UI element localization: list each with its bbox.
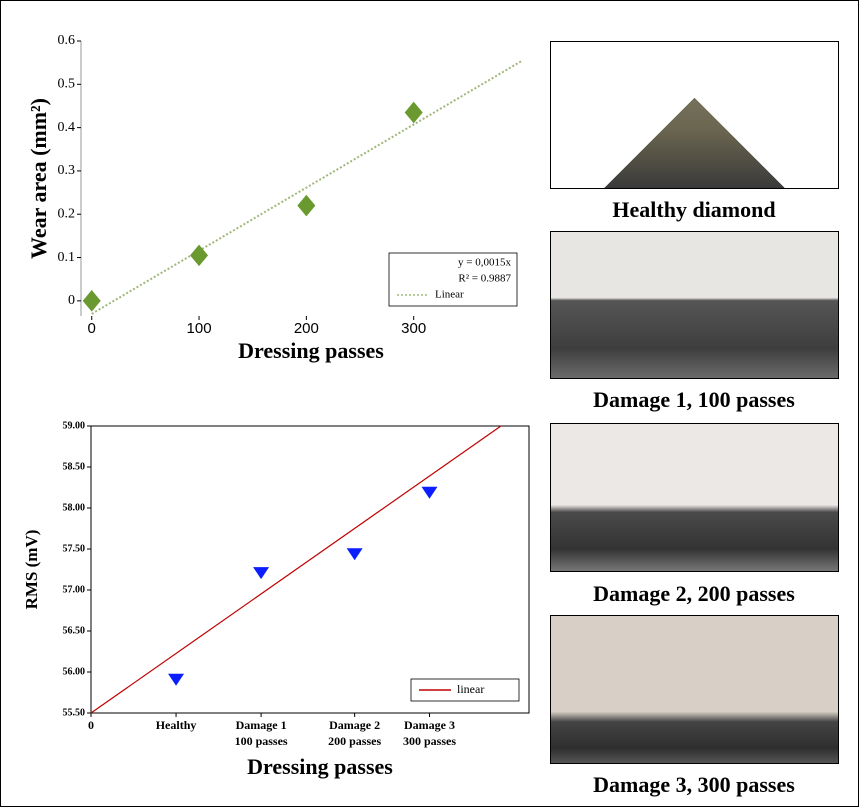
- y-tick-label: 59.00: [63, 420, 86, 431]
- legend-label: linear: [457, 682, 484, 696]
- y-axis-title: Wear area (mm²): [26, 98, 51, 259]
- photo: [550, 231, 839, 379]
- photo-caption: Damage 3, 300 passes: [544, 772, 844, 798]
- y-tick-label: 0.1: [58, 250, 76, 265]
- y-tick-label: 0.4: [58, 120, 76, 135]
- x-tick-label: 200: [294, 321, 319, 337]
- y-tick-label: 57.00: [63, 584, 86, 595]
- data-point: [253, 567, 269, 579]
- trend-r2: R² = 0.9887: [458, 273, 511, 285]
- y-tick-label: 56.50: [63, 625, 86, 636]
- photo-caption: Damage 2, 200 passes: [544, 581, 844, 607]
- x-tick-label: 0: [88, 717, 94, 733]
- data-point: [297, 195, 315, 217]
- x-tick-label: 300: [401, 321, 426, 337]
- legend-label: Linear: [435, 289, 464, 301]
- y-tick-label: 58.50: [63, 461, 86, 472]
- plot-frame: [91, 426, 529, 713]
- y-tick-label: 0.6: [58, 33, 76, 48]
- x-tick-label: Damage 3 300 passes: [403, 717, 456, 749]
- y-tick-label: 0.3: [58, 163, 76, 178]
- photo: [550, 615, 839, 764]
- data-point: [83, 290, 101, 312]
- x-axis-title: Dressing passes: [238, 338, 384, 363]
- y-tick-label: 56.00: [63, 666, 86, 677]
- x-tick-label: Damage 1 100 passes: [235, 717, 288, 749]
- x-tick-label: Healthy: [156, 717, 197, 733]
- trend-equation: y = 0,0015x: [458, 257, 511, 269]
- data-point: [190, 245, 208, 267]
- y-tick-label: 58.00: [63, 502, 86, 513]
- x-tick-label: Damage 2 200 passes: [328, 717, 381, 749]
- data-point: [347, 548, 363, 560]
- y-axis-title: RMS (mV): [22, 530, 41, 610]
- y-tick-label: 55.50: [63, 707, 86, 718]
- photo-caption: Damage 1, 100 passes: [544, 387, 844, 413]
- data-point: [168, 674, 184, 686]
- y-tick-label: 57.50: [63, 543, 86, 554]
- y-tick-label: 0.5: [58, 77, 76, 92]
- x-tick-label: 100: [187, 321, 212, 337]
- data-point: [421, 487, 437, 499]
- photo: [550, 41, 839, 189]
- photo-caption: Healthy diamond: [544, 197, 844, 223]
- y-tick-label: 0: [68, 293, 75, 308]
- trendline: [91, 426, 501, 713]
- photo: [550, 423, 839, 572]
- x-axis-title: Dressing passes: [247, 754, 393, 779]
- x-tick-label: 0: [88, 321, 96, 337]
- y-tick-label: 0.2: [58, 206, 76, 221]
- figure: 0 0.1 0.2 0.3 0.4 0.5 0.6 Wear area (mm²) Dressi…: [0, 0, 859, 807]
